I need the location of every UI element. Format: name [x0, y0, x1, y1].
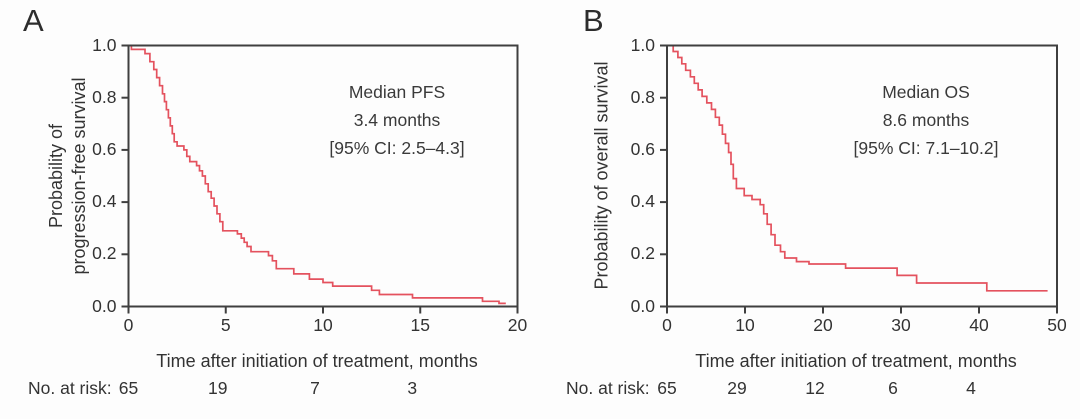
risk-count: 12 — [805, 378, 825, 398]
panel-a-survival-curve — [128, 44, 506, 305]
x-tick-label: 30 — [891, 315, 911, 335]
risk-count: 7 — [310, 378, 320, 398]
panel-b-no-at-risk-label: No. at risk: — [566, 378, 650, 398]
panel-a-x-axis-title: Time after initiation of treatment, mont… — [156, 351, 478, 371]
risk-count: 4 — [966, 378, 976, 398]
y-tick-label: 0.6 — [92, 138, 117, 159]
risk-count: 6 — [888, 378, 898, 398]
x-tick-label: 10 — [735, 315, 755, 335]
y-tick-label: 1.0 — [630, 34, 655, 55]
risk-count: 65 — [118, 378, 139, 398]
median-pfs-ci: [95% CI: 2.5–4.3] — [329, 138, 465, 158]
panel-a-letter: A — [23, 3, 45, 38]
panel-b-plot-frame — [666, 44, 1058, 308]
x-tick-label: 0 — [123, 315, 134, 335]
y-tick-label: 0.0 — [630, 295, 655, 316]
y-tick-label: 0.2 — [630, 243, 655, 264]
y-tick-label: 1.0 — [92, 34, 117, 55]
y-tick-label: 0.4 — [630, 191, 655, 212]
x-tick-label: 50 — [1047, 315, 1067, 335]
panel-a-no-at-risk-label: No. at risk: — [28, 378, 112, 398]
panel-b-survival-curve — [667, 44, 1048, 292]
median-pfs-value: 3.4 months — [353, 110, 441, 130]
panel-b-median-annotation: Median OS 8.6 months [95% CI: 7.1–10.2] — [854, 78, 999, 162]
median-pfs-label: Median PFS — [348, 82, 446, 102]
median-os-ci: [95% CI: 7.1–10.2] — [853, 138, 999, 158]
y-tick-label: 0.6 — [630, 138, 655, 159]
x-tick-label: 5 — [220, 315, 231, 335]
x-tick-label: 0 — [662, 315, 672, 335]
risk-count: 29 — [727, 378, 747, 398]
x-tick-label: 20 — [813, 315, 833, 335]
risk-count: 19 — [208, 378, 228, 398]
x-tick-label: 20 — [507, 315, 528, 335]
y-tick-label: 0.2 — [92, 243, 117, 264]
panel-a-y-axis-title: Probability of progression-free survival — [46, 77, 89, 275]
panel-b-x-axis-title: Time after initiation of treatment, mont… — [695, 351, 1017, 371]
x-tick-label: 40 — [969, 315, 989, 335]
risk-count: 65 — [657, 378, 677, 398]
y-tick-label: 0.0 — [92, 295, 117, 316]
x-tick-label: 10 — [313, 315, 333, 335]
y-tick-label: 0.8 — [630, 86, 655, 107]
panel-b-letter: B — [583, 3, 605, 38]
x-tick-label: 15 — [410, 315, 430, 335]
y-tick-label: 0.4 — [92, 191, 117, 212]
risk-count: 3 — [407, 378, 418, 398]
median-os-label: Median OS — [882, 82, 970, 102]
median-os-value: 8.6 months — [882, 110, 970, 130]
panel-b-y-axis-title: Probability of overall survival — [591, 61, 612, 290]
y-tick-label: 0.8 — [92, 86, 117, 107]
panel-a-median-annotation: Median PFS 3.4 months [95% CI: 2.5–4.3] — [329, 78, 464, 162]
